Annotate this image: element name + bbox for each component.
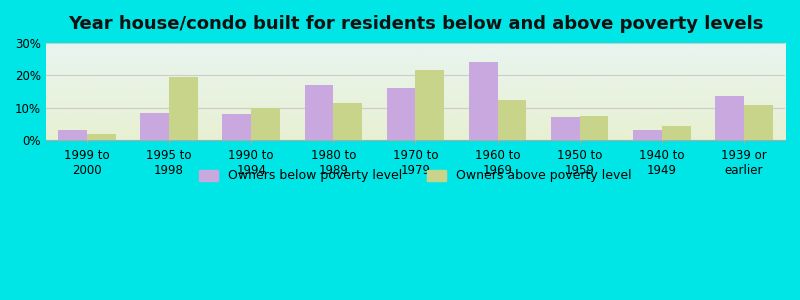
Bar: [662, 126, 690, 140]
Bar: [334, 103, 362, 140]
Bar: [386, 88, 415, 140]
Bar: [469, 62, 498, 140]
Bar: [580, 116, 609, 140]
Bar: [87, 134, 116, 140]
Bar: [633, 130, 662, 140]
Bar: [251, 108, 280, 140]
Bar: [58, 130, 87, 140]
Bar: [169, 77, 198, 140]
Legend: Owners below poverty level, Owners above poverty level: Owners below poverty level, Owners above…: [194, 164, 637, 188]
Bar: [498, 100, 526, 140]
Bar: [551, 118, 580, 140]
Bar: [222, 114, 251, 140]
Bar: [140, 112, 169, 140]
Bar: [415, 70, 444, 140]
Bar: [744, 104, 773, 140]
Title: Year house/condo built for residents below and above poverty levels: Year house/condo built for residents bel…: [68, 15, 763, 33]
Bar: [715, 96, 744, 140]
Bar: [305, 85, 334, 140]
